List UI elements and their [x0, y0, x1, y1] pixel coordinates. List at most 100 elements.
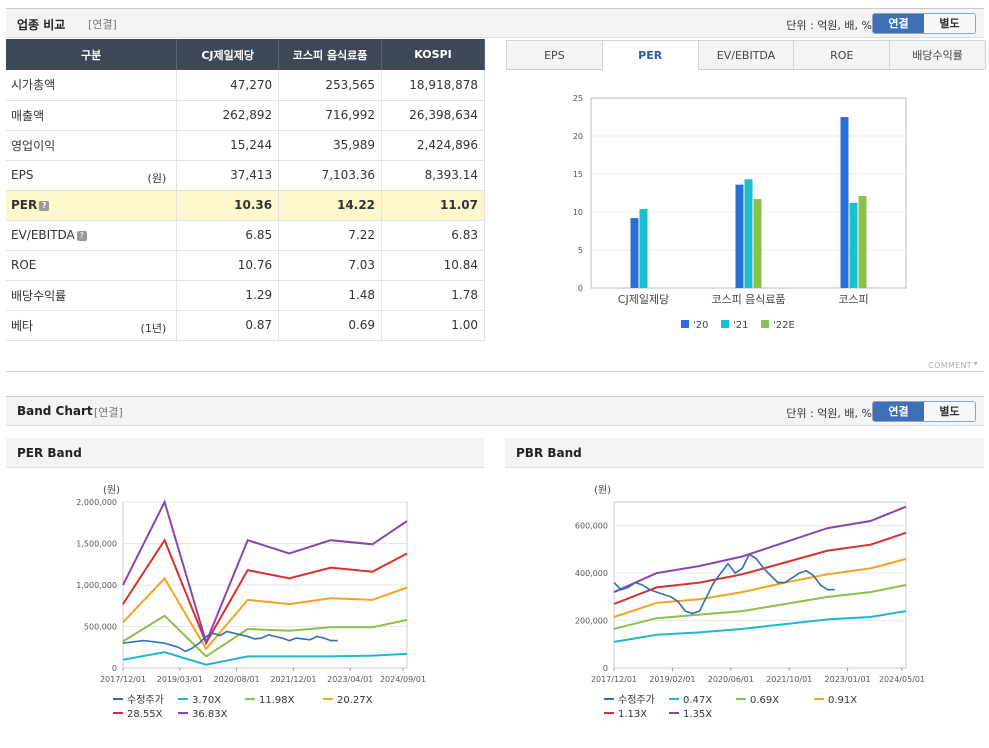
row-label-text: 배당수익률 — [11, 288, 67, 303]
compare-toggle: 연결 별도 — [872, 13, 976, 34]
legend-label: 0.91X — [828, 695, 857, 706]
y-tick-label: 600,000 — [575, 522, 608, 531]
row-label: 베타 (1년) — [6, 310, 178, 341]
per-band-header: PER Band — [6, 438, 484, 468]
tab-metric[interactable]: ROE — [793, 40, 891, 69]
series-line — [122, 651, 408, 666]
series-line — [613, 557, 907, 618]
table-cell: 37,413 — [176, 160, 280, 191]
comment-toggle[interactable]: COMMENT ▾ — [928, 359, 978, 370]
y-tick-label: 0 — [578, 284, 583, 293]
series-line — [613, 553, 835, 615]
compare-header: 업종 비교 [연결] 단위 : 억원, 배, % 연결 별도 — [6, 8, 984, 38]
tab-metric[interactable]: PER — [601, 40, 699, 71]
table-cell: 1.78 — [381, 280, 485, 311]
tab-metric[interactable]: EV/EBITDA — [697, 40, 795, 69]
legend-label: 28.55X — [127, 709, 163, 720]
table-cell: 7.03 — [278, 250, 383, 281]
y-tick-label: 20 — [573, 132, 583, 141]
bar — [639, 208, 648, 288]
table-row: ROE 10.76 7.03 10.84 — [6, 250, 485, 281]
y-tick-label: 10 — [573, 208, 583, 217]
table-row: 시가총액 47,270 253,565 18,918,878 — [6, 70, 485, 101]
table-cell: 14.22 — [278, 190, 383, 221]
x-tick-label: 2023/04/01 — [327, 675, 373, 684]
x-tick-label: 2019/03/01 — [157, 675, 203, 684]
table-cell: 2,424,896 — [381, 130, 485, 161]
y-tick-label: 0 — [112, 664, 117, 673]
metric-tabs: EPS PER EV/EBITDA ROE 배당수익률 — [506, 40, 986, 71]
y-tick-label: 200,000 — [575, 617, 608, 626]
pbr-band-header: PBR Band — [505, 438, 984, 468]
help-icon[interactable]: ? — [76, 231, 87, 241]
series-line — [122, 614, 408, 658]
table-cell: 35,989 — [278, 130, 383, 161]
tab-metric[interactable]: 배당수익률 — [889, 40, 986, 69]
table-cell: 0.87 — [176, 310, 280, 341]
table-cell: 0.69 — [278, 310, 383, 341]
x-tick-label: 2023/01/01 — [825, 675, 871, 684]
row-label: 시가총액 — [6, 70, 178, 101]
legend-swatch — [761, 320, 769, 328]
row-label: ROE — [6, 250, 178, 281]
series-line — [122, 576, 408, 651]
per-band-chart: (원) 0 500,000 1,000,000 1,500,000 2,000,000 20… — [76, 484, 426, 720]
x-tick-label: 2021/10/01 — [766, 675, 812, 684]
row-label: EV/EBITDA? — [6, 220, 178, 251]
table-cell: 47,270 — [176, 70, 280, 101]
row-label-text: ROE — [11, 258, 37, 272]
compare-sub: [연결] — [88, 18, 117, 31]
x-tick-label: 2017/12/01 — [100, 675, 146, 684]
help-icon[interactable]: ? — [39, 201, 50, 211]
row-unit-note: (원) — [147, 171, 167, 185]
series-line — [122, 630, 338, 653]
y-tick-label: 0 — [603, 664, 608, 673]
col-header: 구분 — [6, 39, 178, 70]
compare-table-header: 구분 CJ제일제당 코스피 음식료품 KOSPI — [6, 39, 485, 70]
legend-label: '22E — [773, 320, 795, 331]
legend-swatch — [721, 320, 729, 328]
table-cell: 7,103.36 — [278, 160, 383, 191]
band-unit: 단위 : 억원, 배, % — [786, 407, 872, 420]
band-header: Band Chart [연결] 단위 : 억원, 배, % 연결 별도 — [6, 396, 984, 426]
series-line — [613, 505, 907, 594]
table-row: 영업이익 15,244 35,989 2,424,896 — [6, 130, 485, 161]
table-row: 배당수익률 1.29 1.48 1.78 — [6, 280, 485, 311]
x-tick-label: 코스피 음식료품 — [711, 293, 785, 306]
table-cell: 716,992 — [278, 100, 383, 131]
table-cell: 18,918,878 — [381, 70, 485, 101]
x-tick-label: 2021/12/01 — [270, 675, 316, 684]
band-separate-button[interactable]: 별도 — [924, 402, 975, 421]
compare-table: 구분 CJ제일제당 코스피 음식료품 KOSPI 시가총액 47,270 253,5… — [6, 39, 485, 341]
y-tick-label: 15 — [573, 170, 583, 179]
row-label: EPS (원) — [6, 160, 178, 191]
separate-button[interactable]: 별도 — [924, 14, 975, 33]
table-cell: 11.07 — [381, 190, 485, 221]
bar — [744, 179, 753, 288]
pbr-band-title: PBR Band — [516, 446, 582, 460]
bar — [858, 196, 867, 288]
band-consolidated-button[interactable]: 연결 — [873, 402, 924, 421]
row-label: 배당수익률 — [6, 280, 178, 311]
x-tick-label: 2017/12/01 — [591, 675, 637, 684]
x-tick-label: 2020/08/01 — [214, 675, 260, 684]
pbr-band-chart: (원) 0 200,000 400,000 600,000 2017/12/01 2019/… — [575, 484, 925, 720]
x-tick-label: 2024/09/01 — [380, 675, 426, 684]
table-cell: 6.85 — [176, 220, 280, 251]
table-row: EPS (원) 37,413 7,103.36 8,393.14 — [6, 160, 485, 191]
x-tick-label: 2024/05/01 — [879, 675, 925, 684]
bar — [630, 218, 639, 288]
x-tick-label: CJ제일제당 — [618, 292, 669, 306]
x-tick-label: 2019/02/01 — [649, 675, 695, 684]
table-row: EV/EBITDA? 6.85 7.22 6.83 — [6, 220, 485, 251]
y-axis-unit: (원) — [103, 484, 120, 496]
table-cell: 7.22 — [278, 220, 383, 251]
row-label-text: 매출액 — [11, 108, 45, 123]
legend-label: 1.35X — [683, 709, 712, 720]
tab-metric[interactable]: EPS — [506, 40, 603, 69]
legend-label: 3.70X — [192, 695, 221, 706]
table-cell: 8,393.14 — [381, 160, 485, 191]
consolidated-button[interactable]: 연결 — [873, 14, 924, 33]
compare-title: 업종 비교 — [17, 18, 66, 32]
row-label-text: 시가총액 — [11, 78, 56, 93]
